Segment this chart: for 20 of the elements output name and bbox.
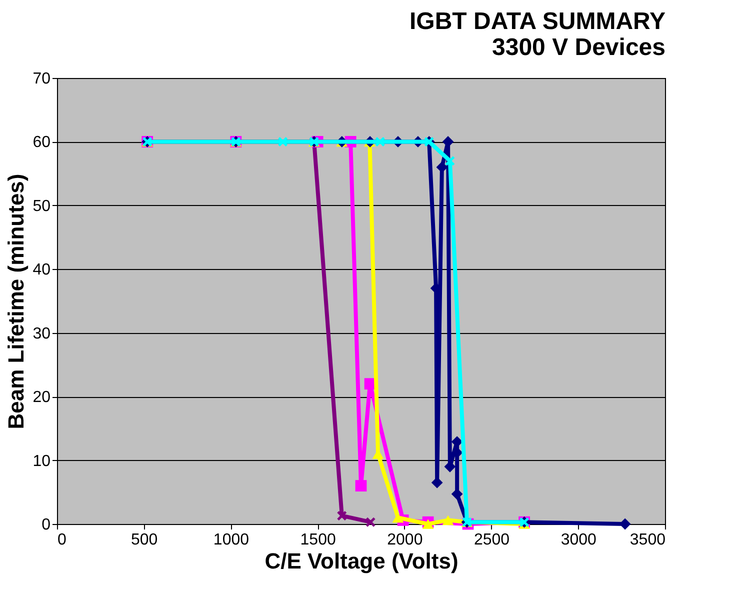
y-tick-label: 50 — [32, 198, 51, 215]
x-tick-label: 2500 — [474, 532, 510, 548]
y-tick-label: 10 — [32, 452, 51, 470]
x-tick-label: 2000 — [387, 532, 423, 548]
y-tick-label: 70 — [32, 70, 51, 88]
x-axis-title: C/E Voltage (Volts) — [264, 548, 458, 574]
text: 3300 V Devices — [492, 34, 666, 61]
y-tick-label: 30 — [32, 325, 51, 342]
x-tick-label: 500 — [131, 532, 158, 548]
text: IGBT DATA SUMMARY — [410, 8, 666, 35]
x-tick-label: 3000 — [560, 532, 597, 548]
y-tick-label: 0 — [42, 516, 51, 534]
x-tick-label: 1500 — [300, 532, 336, 548]
x-tick-label: 3500 — [630, 532, 666, 548]
y-tick-label: 40 — [32, 262, 51, 279]
x-tick-label: 1000 — [213, 532, 250, 548]
y-tick-label: 20 — [32, 389, 51, 406]
y-axis-title: Beam Lifetime (minutes) — [4, 174, 29, 430]
y-tick-label: 60 — [32, 134, 51, 152]
x-tick-label: 0 — [58, 532, 66, 548]
